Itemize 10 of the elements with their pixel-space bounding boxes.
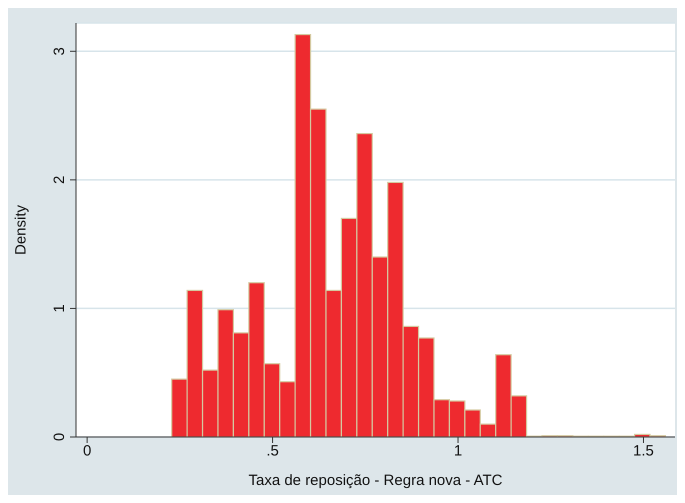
x-tick-label: 1 [454, 442, 462, 460]
y-tick-label: 0 [51, 432, 68, 442]
y-tick-label: 1 [51, 304, 68, 313]
y-tick-label: 2 [51, 176, 68, 184]
y-tick-label: 3 [51, 47, 68, 56]
x-axis-title: Taxa de reposição - Regra nova - ATC [248, 472, 503, 489]
y-axis-title: Density [12, 204, 30, 256]
x-tick-label: 1.5 [633, 442, 654, 460]
x-tick-label: 0 [82, 442, 92, 460]
x-tick-label: .5 [266, 442, 279, 460]
